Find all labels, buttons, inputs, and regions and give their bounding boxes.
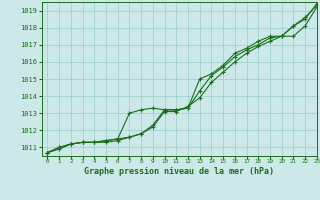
X-axis label: Graphe pression niveau de la mer (hPa): Graphe pression niveau de la mer (hPa) bbox=[84, 167, 274, 176]
